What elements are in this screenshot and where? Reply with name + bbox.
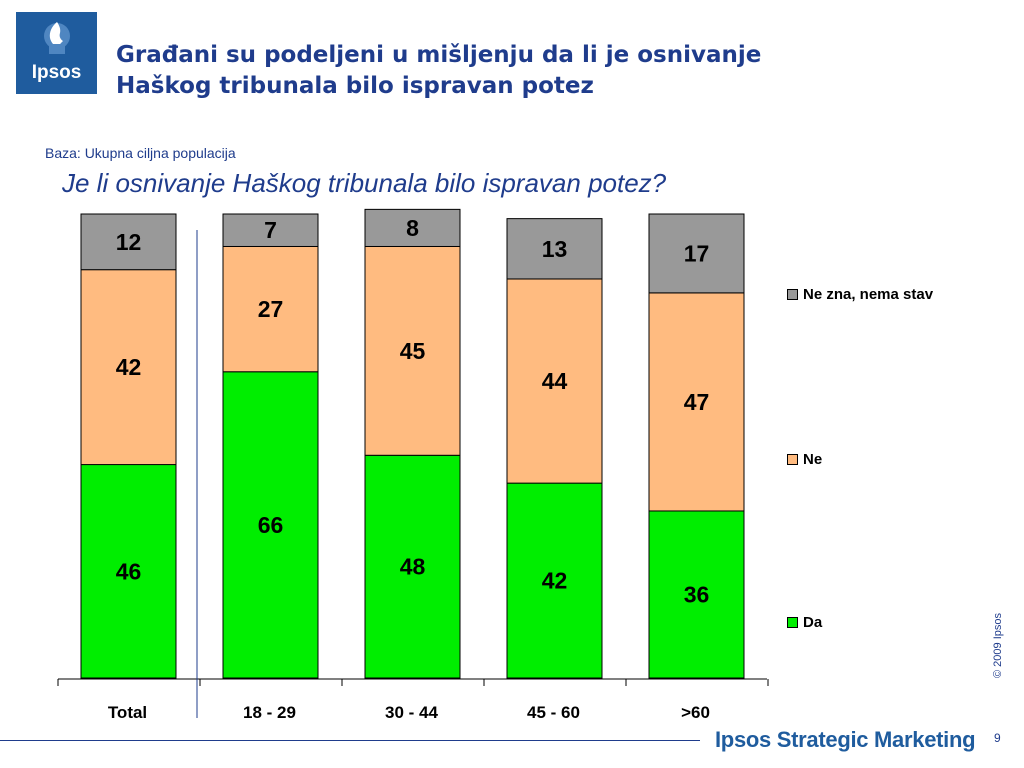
bar-segment [364, 454, 461, 679]
bar-segment [364, 208, 461, 247]
legend-label: Da [803, 614, 823, 631]
data-label: 42 [542, 568, 568, 594]
slide-title-line-2: Haškog tribunala bilo ispravan potez [116, 73, 594, 100]
data-label: 46 [116, 558, 142, 584]
data-label: 8 [406, 215, 419, 241]
data-label: 42 [116, 354, 142, 380]
x-tick-label: 30 - 44 [385, 703, 438, 722]
chart-question: Je li osnivanje Haškog tribunala bilo is… [62, 168, 667, 198]
footer-brand: Ipsos Strategic Marketing [715, 727, 976, 752]
footer-divider [0, 740, 700, 741]
logo-text: Ipsos [31, 62, 82, 83]
base-note: Baza: Ukupna ciljna populacija [45, 145, 236, 161]
bar-segment [506, 278, 603, 484]
logo-head-icon [44, 22, 70, 54]
legend-item: Ne [787, 451, 822, 468]
data-label: 12 [116, 229, 142, 255]
legend-item: Ne zna, nema stav [787, 286, 933, 303]
x-tick-label: 18 - 29 [243, 703, 296, 722]
legend-swatch [787, 617, 798, 628]
legend-swatch [787, 454, 798, 465]
data-label: 66 [258, 512, 284, 538]
slide-title-line-1: Građani su podeljeni u mišljenju da li j… [116, 42, 762, 68]
bar-segment [222, 245, 319, 373]
ipsos-logo: Ipsos [16, 12, 97, 94]
page-number: 9 [994, 731, 1001, 745]
bar-segment [80, 213, 177, 271]
legend-item: Da [787, 614, 822, 631]
data-label: 44 [542, 368, 568, 394]
legend-swatch [787, 289, 798, 300]
copyright-note: © 2009 Ipsos [992, 613, 1004, 678]
data-label: 17 [684, 240, 710, 266]
data-label: 7 [264, 217, 277, 243]
data-label: 47 [684, 389, 710, 415]
bar-segment [364, 245, 461, 456]
x-tick-label: Total [108, 703, 147, 722]
bar-segment [648, 510, 745, 679]
legend-label: Ne [803, 451, 823, 468]
bar-segment [648, 292, 745, 512]
x-tick-label: >60 [681, 703, 710, 722]
bar-segment [222, 213, 319, 247]
bar-segment [648, 213, 745, 294]
x-tick-label: 45 - 60 [527, 703, 580, 722]
bar-segment [80, 269, 177, 466]
slide-title: Građani su podeljeni u mišljenju da li j… [116, 40, 976, 102]
data-label: 36 [684, 581, 710, 607]
legend-label: Ne zna, nema stav [803, 286, 934, 303]
data-label: 27 [258, 296, 284, 322]
bar-segment [222, 371, 319, 679]
data-label: 13 [542, 236, 568, 262]
bar-segment [506, 218, 603, 280]
data-label: 48 [400, 554, 426, 580]
bar-segment [506, 482, 603, 679]
data-label: 45 [400, 338, 426, 364]
